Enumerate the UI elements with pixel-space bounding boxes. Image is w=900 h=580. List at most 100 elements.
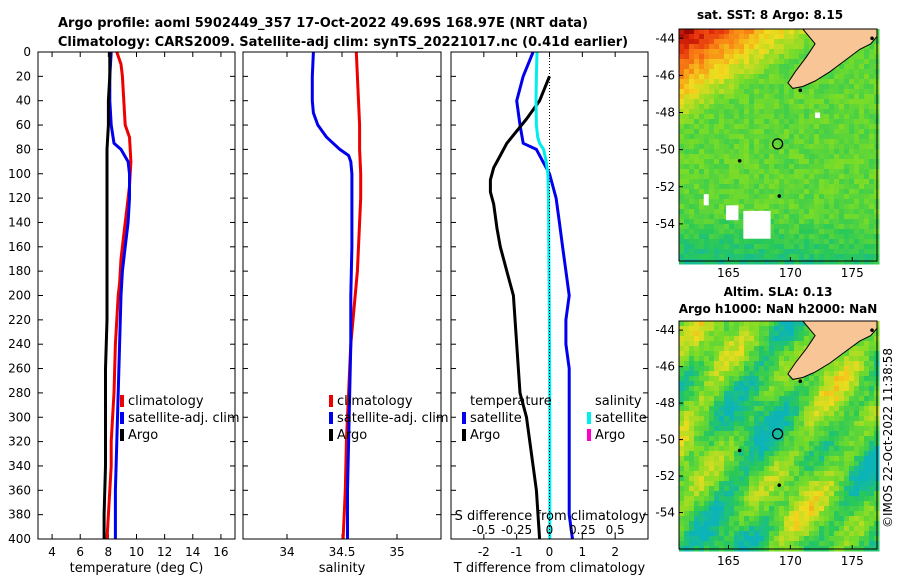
- map-cell: [754, 396, 760, 402]
- map-cell: [714, 336, 720, 342]
- map-cell: [809, 249, 815, 255]
- map-cell: [789, 254, 795, 260]
- map-cell: [754, 536, 760, 542]
- map-cell: [684, 179, 690, 185]
- map-cell: [724, 224, 730, 230]
- map-cell: [829, 496, 835, 502]
- map-cell: [769, 149, 775, 155]
- legend-swatch: [462, 429, 466, 441]
- map-cell: [859, 501, 865, 507]
- map-cell: [839, 456, 845, 462]
- map-cell: [734, 164, 740, 170]
- map-cell: [829, 361, 835, 367]
- map-cell: [809, 94, 815, 100]
- map-cell: [704, 249, 710, 255]
- map-cell: [794, 189, 800, 195]
- map-cell: [699, 476, 705, 482]
- map-cell: [794, 129, 800, 135]
- map-cell: [679, 124, 685, 130]
- map-cell: [814, 536, 820, 542]
- map-cell: [709, 129, 715, 135]
- map-cell: [714, 234, 720, 240]
- map-cell: [859, 481, 865, 487]
- map-cell: [864, 239, 870, 245]
- map-cell: [784, 39, 790, 45]
- map-cell: [794, 179, 800, 185]
- map-cell: [699, 381, 705, 387]
- map-cell: [719, 381, 725, 387]
- map-cell: [709, 381, 715, 387]
- map-cell: [854, 521, 860, 527]
- map-cell: [869, 411, 875, 417]
- map-cell: [794, 244, 800, 250]
- map-cell: [729, 169, 735, 175]
- map-cell: [699, 526, 705, 532]
- map-cell: [774, 376, 780, 382]
- map-cell: [719, 184, 725, 190]
- map-cell: [729, 396, 735, 402]
- map-cell: [794, 139, 800, 145]
- map-cell: [799, 169, 805, 175]
- map-cell: [719, 154, 725, 160]
- map-cell: [764, 501, 770, 507]
- map-cell: [784, 526, 790, 532]
- map-cell: [859, 154, 865, 160]
- map-cell: [849, 491, 855, 497]
- map-cell: [739, 89, 745, 95]
- map-cell: [839, 496, 845, 502]
- map-cell: [774, 511, 780, 517]
- map-cell: [694, 169, 700, 175]
- map-cell: [779, 471, 785, 477]
- map-cell: [719, 386, 725, 392]
- map-cell: [839, 204, 845, 210]
- map-cell: [684, 451, 690, 457]
- map-cell: [839, 356, 845, 362]
- legend-swatch: [120, 412, 124, 424]
- map-cell: [839, 461, 845, 467]
- map-cell: [749, 531, 755, 537]
- legend-label: satellite: [470, 411, 522, 426]
- map-cell: [764, 436, 770, 442]
- map-cell: [709, 451, 715, 457]
- map-cell: [699, 209, 705, 215]
- map-cell: [809, 466, 815, 472]
- map-cell: [829, 481, 835, 487]
- map-cell: [839, 69, 845, 75]
- map-cell: [844, 501, 850, 507]
- map-cell: [734, 416, 740, 422]
- map-cell: [814, 396, 820, 402]
- map-cell: [829, 406, 835, 412]
- map-cell: [729, 541, 735, 547]
- map-cell: [774, 89, 780, 95]
- map-cell: [689, 104, 695, 110]
- map-cell: [804, 521, 810, 527]
- map-cell: [699, 179, 705, 185]
- map-cell: [699, 134, 705, 140]
- map-cell: [684, 406, 690, 412]
- map-cell: [784, 431, 790, 437]
- map-cell: [864, 214, 870, 220]
- map-cell: [709, 214, 715, 220]
- map-cell: [849, 526, 855, 532]
- map-cell: [864, 361, 870, 367]
- map-cell: [734, 49, 740, 55]
- map-cell: [849, 521, 855, 527]
- map-cell: [749, 119, 755, 125]
- map-cell: [759, 436, 765, 442]
- map-y-tick-label: -50: [655, 433, 675, 447]
- map-cell: [849, 396, 855, 402]
- series-line-satellite-adj-clim: [310, 51, 354, 539]
- map-cell: [679, 204, 685, 210]
- map-cell: [804, 244, 810, 250]
- map-cell: [689, 541, 695, 547]
- map-cell: [724, 456, 730, 462]
- map-cell: [829, 124, 835, 130]
- map-cell: [704, 104, 710, 110]
- map-cell: [789, 401, 795, 407]
- map-cell: [744, 356, 750, 362]
- map-cell: [814, 516, 820, 522]
- y-tick-label: 340: [8, 459, 31, 473]
- map-cell: [749, 169, 755, 175]
- legend-label: Argo: [337, 428, 367, 443]
- map-cell: [779, 321, 785, 327]
